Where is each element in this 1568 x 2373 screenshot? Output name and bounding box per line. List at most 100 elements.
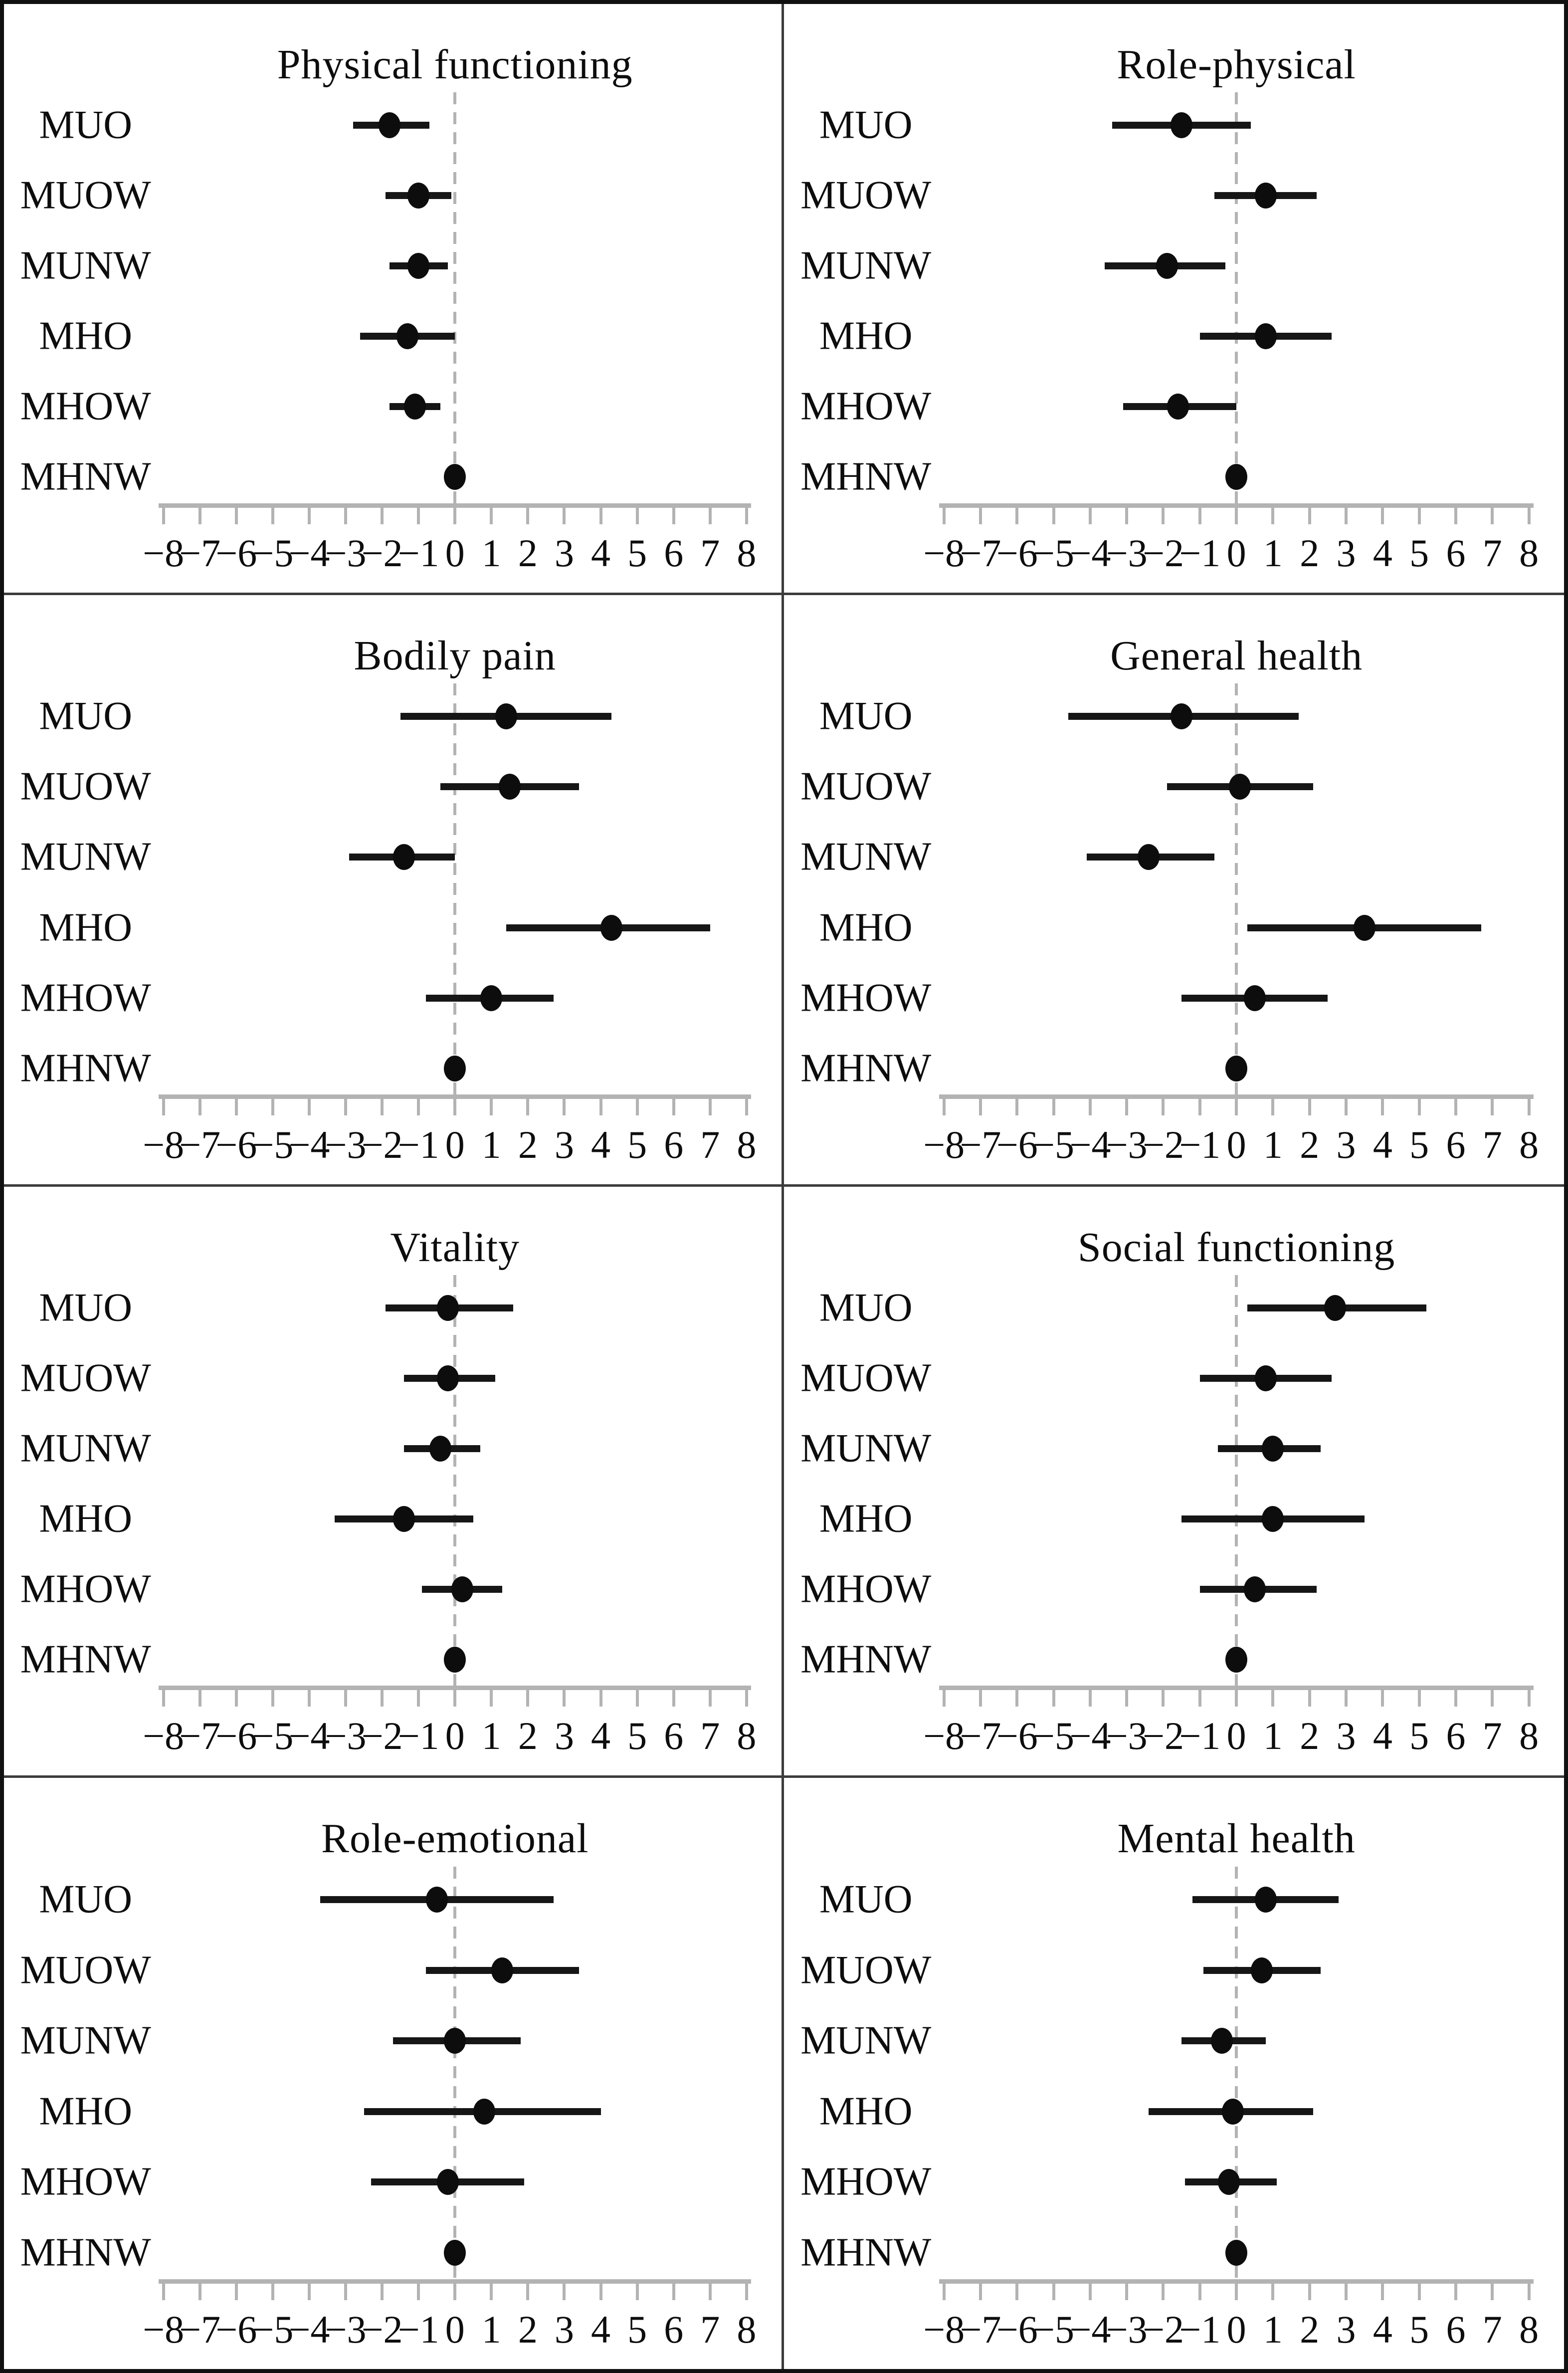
- x-axis-tick-label: 0: [1226, 1714, 1246, 1757]
- x-axis-tick: [1052, 1094, 1055, 1116]
- category-label-muo: MUO: [819, 694, 913, 738]
- point-estimate-mhow: [1218, 2169, 1240, 2195]
- forest-plot-bodily-pain: −8 −7 −6 −5 −4 −3 −2 −1 0 1 2 3 4 5 6 7 8 MUO MUOW MUNW MHO M…: [4, 595, 782, 1184]
- category-label-munw: MUNW: [20, 1426, 151, 1471]
- x-axis-tick-label: −1: [397, 531, 439, 575]
- x-axis-tick: [162, 2279, 165, 2300]
- x-axis-tick-label: 8: [737, 2307, 757, 2351]
- x-axis-tick: [1015, 1094, 1019, 1116]
- x-axis-tick-label: 6: [664, 1122, 684, 1166]
- x-axis-tick: [979, 503, 982, 524]
- point-estimate-muow: [1251, 1957, 1273, 1983]
- point-estimate-mhnw: [1225, 2240, 1248, 2266]
- zero-reference-line: [1235, 1866, 1238, 2279]
- x-axis-tick-label: 8: [1519, 1714, 1539, 1757]
- x-axis-tick: [490, 1686, 493, 1707]
- forest-plot-role-emotional: −8 −7 −6 −5 −4 −3 −2 −1 0 1 2 3 4 5 6 7 8 MUO MUOW MUNW MHO M…: [4, 1778, 782, 2369]
- point-estimate-mhnw: [1225, 464, 1248, 490]
- x-axis-tick: [1417, 2279, 1421, 2300]
- x-axis-tick: [198, 1686, 201, 1707]
- x-axis-tick-label: −7: [179, 531, 221, 575]
- x-axis-tick-label: −2: [1142, 531, 1184, 575]
- x-axis-tick: [381, 1094, 384, 1116]
- zero-reference-line: [1235, 683, 1238, 1095]
- x-axis-tick-label: −4: [1069, 531, 1111, 575]
- x-axis-tick: [708, 1094, 712, 1116]
- panel-title: Role-physical: [1117, 41, 1356, 88]
- category-label-mhow: MHOW: [800, 1567, 932, 1611]
- x-axis-tick-label: 4: [1372, 1714, 1392, 1757]
- x-axis-tick: [672, 2279, 675, 2300]
- category-label-munw: MUNW: [800, 243, 932, 288]
- x-axis-tick-label: 2: [1300, 1122, 1320, 1166]
- point-estimate-muo: [1254, 1886, 1277, 1913]
- category-label-munw: MUNW: [20, 243, 151, 288]
- point-estimate-mhnw: [1225, 1055, 1248, 1081]
- x-axis-tick: [1345, 503, 1348, 524]
- x-axis-tick-label: −6: [996, 1714, 1038, 1757]
- x-axis-tick: [1271, 2279, 1275, 2300]
- x-axis-tick: [1052, 2279, 1055, 2300]
- category-label-muow: MUOW: [20, 764, 151, 809]
- x-axis-tick: [526, 2279, 530, 2300]
- category-label-mhow: MHOW: [20, 1567, 151, 1611]
- point-estimate-mho: [1254, 323, 1277, 350]
- x-axis-tick-label: −6: [215, 1714, 257, 1757]
- x-axis-tick-label: 1: [481, 1122, 501, 1166]
- x-axis-tick: [490, 1094, 493, 1116]
- panel-title: Physical functioning: [277, 41, 633, 88]
- x-axis-tick-label: 8: [1519, 531, 1539, 575]
- x-axis-tick: [526, 1686, 530, 1707]
- x-axis-tick: [453, 1094, 457, 1116]
- x-axis-tick: [1308, 1686, 1311, 1707]
- x-axis-tick-label: −5: [1033, 1714, 1075, 1757]
- x-axis-tick: [1198, 1094, 1201, 1116]
- x-axis-tick: [344, 1686, 347, 1707]
- panel-title: Mental health: [1117, 1815, 1356, 1862]
- x-axis-tick-label: 0: [1226, 2307, 1246, 2351]
- x-axis-tick-label: −5: [252, 531, 294, 575]
- x-axis-tick-label: 8: [737, 1122, 757, 1166]
- x-axis-tick: [1308, 2279, 1311, 2300]
- x-axis-tick-label: 7: [700, 2307, 720, 2351]
- x-axis-tick: [1162, 503, 1165, 524]
- x-axis-tick: [1491, 1094, 1494, 1116]
- point-estimate-mho: [1353, 914, 1375, 941]
- x-axis-tick-label: −4: [1069, 1122, 1111, 1166]
- x-axis-tick-label: 5: [627, 531, 647, 575]
- category-label-mho: MHO: [39, 2089, 133, 2134]
- x-axis-tick: [162, 1094, 165, 1116]
- x-axis-tick: [417, 1094, 420, 1116]
- category-label-muo: MUO: [39, 1286, 133, 1330]
- point-estimate-mho: [473, 2098, 495, 2125]
- x-axis-tick: [1162, 2279, 1165, 2300]
- x-axis-tick-label: −3: [325, 1122, 367, 1166]
- x-axis-tick-label: −7: [960, 1714, 1001, 1757]
- x-axis-tick-label: 7: [700, 1714, 720, 1757]
- category-label-mho: MHO: [39, 314, 133, 358]
- forest-plot-social-functioning: −8 −7 −6 −5 −4 −3 −2 −1 0 1 2 3 4 5 6 7 8 MUO MUOW MUNW MHO M…: [784, 1187, 1564, 1775]
- x-axis-tick-label: 0: [1226, 1122, 1246, 1166]
- x-axis-tick-label: −8: [143, 2307, 185, 2351]
- x-axis-tick-label: −1: [397, 2307, 439, 2351]
- point-estimate-munw: [407, 253, 430, 279]
- x-axis-tick-label: 8: [737, 531, 757, 575]
- x-axis-tick: [271, 1094, 274, 1116]
- category-label-munw: MUNW: [20, 835, 151, 879]
- point-estimate-mhow: [480, 985, 503, 1011]
- x-axis-tick: [635, 1686, 639, 1707]
- category-label-muow: MUOW: [800, 1356, 932, 1400]
- x-axis-tick: [162, 1686, 165, 1707]
- x-axis-tick-label: −4: [288, 1714, 330, 1757]
- x-axis-tick: [563, 1094, 566, 1116]
- point-estimate-muow: [436, 1365, 459, 1391]
- x-axis-tick-label: 2: [518, 2307, 538, 2351]
- panel-general-health: General health −8 −7 −6 −5 −4 −3 −2 −1 0 1 2 3 4 5 6 7 8…: [784, 595, 1564, 1187]
- x-axis-tick: [344, 503, 347, 524]
- category-label-muo: MUO: [39, 694, 133, 738]
- category-label-mhow: MHOW: [800, 2159, 932, 2204]
- point-estimate-mho: [396, 323, 419, 350]
- x-axis-tick: [490, 2279, 493, 2300]
- category-label-mhow: MHOW: [800, 976, 932, 1020]
